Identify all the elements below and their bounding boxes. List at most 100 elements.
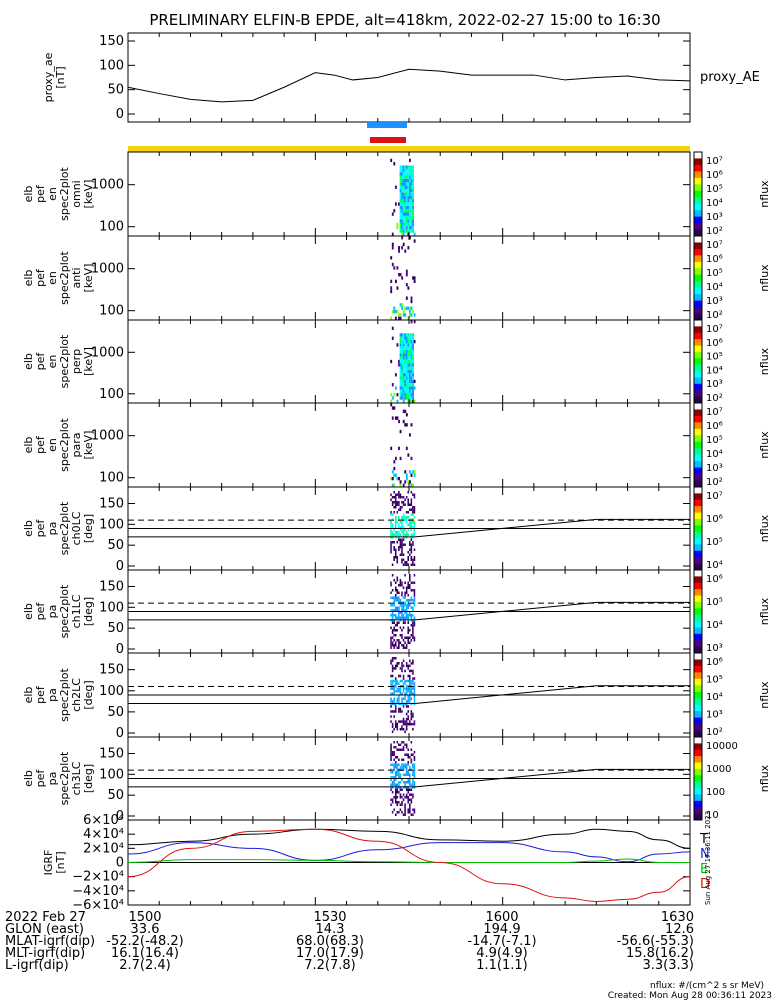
pa_ch3-cell [394, 801, 397, 804]
en_perp-cell [402, 366, 405, 370]
pa_ch3-cell [391, 751, 394, 754]
pa_ch1-colorbar-unit: nflux [758, 597, 771, 625]
pa_ch1-cell [399, 616, 402, 619]
en_omni-colorbar-swatch [694, 216, 702, 224]
pa_ch1-cell [393, 604, 395, 607]
pa_ch3-cell [412, 781, 414, 784]
pa_ch0-cell [394, 518, 397, 521]
en_omni-cell [412, 165, 414, 169]
pa_ch0-cell [412, 493, 414, 496]
pa_ch3-cell [394, 778, 397, 781]
en_omni-colorbar-swatch [694, 190, 702, 198]
pa_ch0-cell [409, 508, 411, 511]
pa_ch1-cell [398, 609, 400, 612]
en_anti-colorbar-swatch [694, 294, 702, 302]
pa_ch2-cell [401, 664, 403, 668]
en_para-colorbar-swatch [694, 403, 702, 410]
en_anti-cell [409, 306, 411, 310]
en_perp-cell [410, 379, 413, 384]
footer-row-label: MLAT-igrf(dip) [5, 934, 95, 949]
pa_ch0-ytick-label: 150 [99, 497, 124, 512]
pa_ch0-cell [390, 543, 392, 546]
en_perp-cell [399, 336, 402, 340]
pa_ch1-cell [404, 646, 406, 649]
en_para-cell [409, 433, 411, 437]
en_omni-cell [412, 168, 414, 173]
pa_ch3-cell [412, 783, 414, 786]
en_perp-cell [390, 399, 393, 403]
pa_ch1-cell [404, 611, 406, 614]
pa_ch1-cell [405, 589, 408, 592]
pa_ch1-cell [399, 611, 402, 614]
pa_ch1-cell [402, 609, 405, 612]
pa_ch0-cell [404, 528, 406, 531]
pa_ch1-cell [409, 641, 411, 644]
pa_ch2-cell [391, 682, 394, 685]
en_anti-colorbar-label: 10⁵ [706, 268, 723, 279]
pa_ch1-cell [413, 596, 416, 599]
pa_ch0-cell [410, 521, 413, 524]
pa_ch3-cell [399, 781, 402, 784]
footer-side-stamp: Sun Aug 27 17:36:11 2023 [704, 811, 712, 905]
pa_ch3-cell [405, 766, 408, 769]
pa_ch1-cell [390, 644, 392, 647]
en_omni-cell [402, 209, 405, 213]
en_omni-cell [396, 225, 399, 230]
pa_ch0-cell [393, 533, 395, 536]
en_omni-cell [402, 188, 405, 193]
grf-legend-E: E [700, 862, 708, 877]
pa_ch0-cell [401, 496, 403, 499]
pa_ch3-cell [398, 748, 400, 751]
pa_ch1-cell [401, 591, 403, 594]
pa_ch2-cell [390, 710, 392, 713]
pa_ch3-cell [394, 813, 397, 816]
pa_ch1-cell [409, 599, 411, 602]
en_omni-cell [401, 215, 404, 220]
pa_ch3-cell [398, 758, 400, 761]
en_omni-cell [412, 202, 414, 206]
en_para-cell [394, 473, 397, 477]
en_perp-cell [399, 366, 402, 370]
pa_ch2-cell [402, 687, 405, 690]
pa_ch2-colorbar-swatch [694, 659, 702, 667]
pa_ch2-cell [398, 710, 400, 713]
en_omni-colorbar-swatch [694, 223, 702, 231]
pa_ch2-ylabel-line-3: spec2plot [58, 668, 71, 722]
pa_ch1-cell [410, 639, 413, 642]
en_perp-cell [409, 333, 411, 337]
pa_ch2-cell [412, 659, 414, 663]
en_perp-cell [410, 369, 413, 374]
pa_ch2-cell [409, 679, 411, 683]
en_omni-cell [410, 229, 413, 233]
en_omni-ylabel-line-3: spec2plot [58, 167, 71, 221]
en_omni-cell [399, 195, 402, 200]
pa_ch3-cell [404, 766, 406, 769]
pa_ch0-cell [399, 493, 402, 496]
pa_ch1-cell [390, 609, 392, 612]
en_para-colorbar-label: 10⁴ [706, 449, 723, 460]
en_perp-cell [401, 389, 404, 394]
pa_ch1-colorbar-swatch [694, 640, 702, 648]
footer-row-value: 1500 [128, 910, 161, 925]
en_omni-cell [404, 172, 407, 176]
pa_ch0-cell [409, 543, 411, 546]
en_para-ylabel-line-4: para [70, 433, 83, 458]
pa_ch1-colorbar-swatch [694, 570, 702, 577]
en_perp-cell [412, 373, 414, 377]
en_anti-cell [413, 279, 416, 284]
en_para-cell [410, 483, 413, 487]
pa_ch2-cell [409, 700, 411, 703]
pa_ch3-cell [409, 776, 411, 779]
pa_ch2-cell [394, 689, 397, 693]
pa_ch2-cell [413, 692, 416, 695]
en_perp-colorbar-label: 10² [706, 393, 723, 404]
pa_ch3-cell [398, 771, 400, 774]
en_para-cell [405, 446, 408, 451]
pa_ch1-cell [407, 606, 409, 609]
pa_ch1-cell [413, 624, 416, 627]
pa_ch0-cell [407, 501, 409, 504]
en_para-colorbar-swatch [694, 409, 702, 417]
pa_ch1-cell [404, 574, 406, 577]
pa_ch2-cell [391, 657, 394, 660]
pa_ch3-cell [410, 783, 413, 786]
